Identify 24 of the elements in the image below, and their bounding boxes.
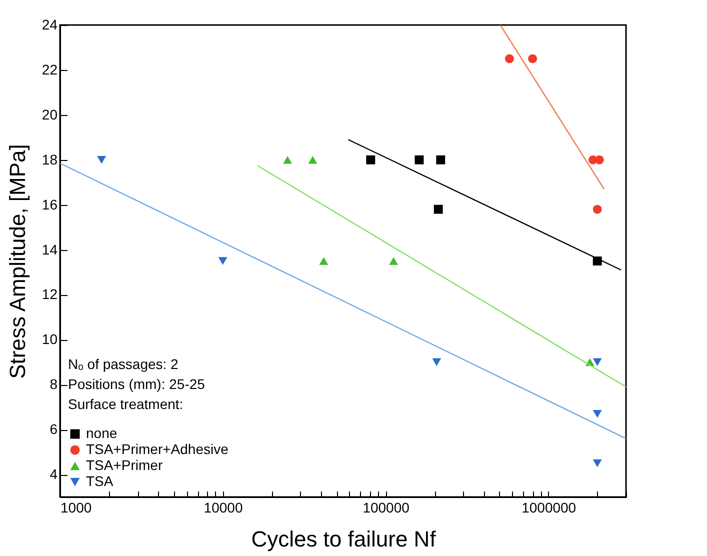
annotation: Positions (mm): 25-25 [68, 376, 206, 392]
annotation: Nₒ of passages: 2 [68, 356, 179, 372]
y-tick-label: 10 [42, 331, 58, 348]
y-tick-label: 8 [50, 376, 58, 392]
x-axis-title: Cycles to failure Nf [251, 526, 437, 552]
x-tick-label: 1000 [60, 500, 92, 516]
annotation: Surface treatment: [68, 396, 184, 412]
y-axis-title: Stress Amplitude, [MPa] [4, 144, 30, 379]
x-tick-label: 10000 [204, 500, 243, 516]
y-tick-label: 12 [42, 286, 58, 302]
y-tick-label: 18 [42, 151, 58, 168]
legend-label: none [86, 425, 118, 441]
y-tick-label: 24 [42, 16, 58, 32]
y-tick-label: 4 [50, 466, 58, 482]
y-tick-label: 20 [42, 106, 58, 122]
legend-label: TSA+Primer+Adhesive [86, 441, 229, 457]
x-tick-label: 1000000 [522, 500, 576, 516]
legend-label: TSA+Primer [86, 457, 163, 473]
y-tick-label: 14 [42, 241, 58, 258]
y-tick-label: 16 [42, 196, 58, 212]
legend-label: TSA [86, 473, 114, 489]
x-tick-label: 100000 [362, 500, 410, 516]
y-tick-label: 6 [50, 421, 58, 438]
y-tick-label: 22 [42, 61, 58, 78]
